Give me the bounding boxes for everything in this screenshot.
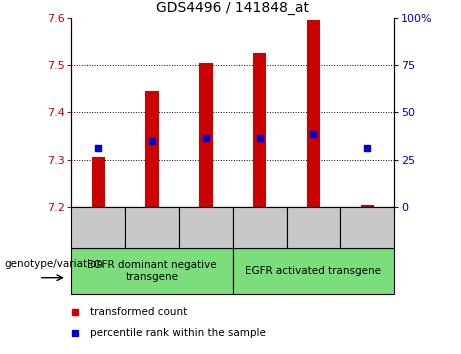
Bar	[340, 207, 394, 248]
Text: genotype/variation: genotype/variation	[5, 259, 104, 269]
Bar	[233, 248, 394, 294]
Bar	[125, 207, 179, 248]
Text: EGFR dominant negative
transgene: EGFR dominant negative transgene	[87, 260, 217, 282]
Bar	[145, 91, 159, 207]
Text: percentile rank within the sample: percentile rank within the sample	[90, 328, 266, 338]
Bar	[71, 248, 233, 294]
Title: GDS4496 / 141848_at: GDS4496 / 141848_at	[156, 1, 309, 15]
Bar	[253, 53, 266, 207]
Bar	[361, 205, 374, 207]
Bar	[71, 207, 125, 248]
Bar	[287, 207, 340, 248]
Text: EGFR activated transgene: EGFR activated transgene	[245, 266, 382, 276]
Text: transformed count: transformed count	[90, 307, 187, 316]
Bar	[233, 207, 287, 248]
Bar	[307, 20, 320, 207]
Bar	[179, 207, 233, 248]
Bar	[199, 63, 213, 207]
Bar	[92, 158, 105, 207]
